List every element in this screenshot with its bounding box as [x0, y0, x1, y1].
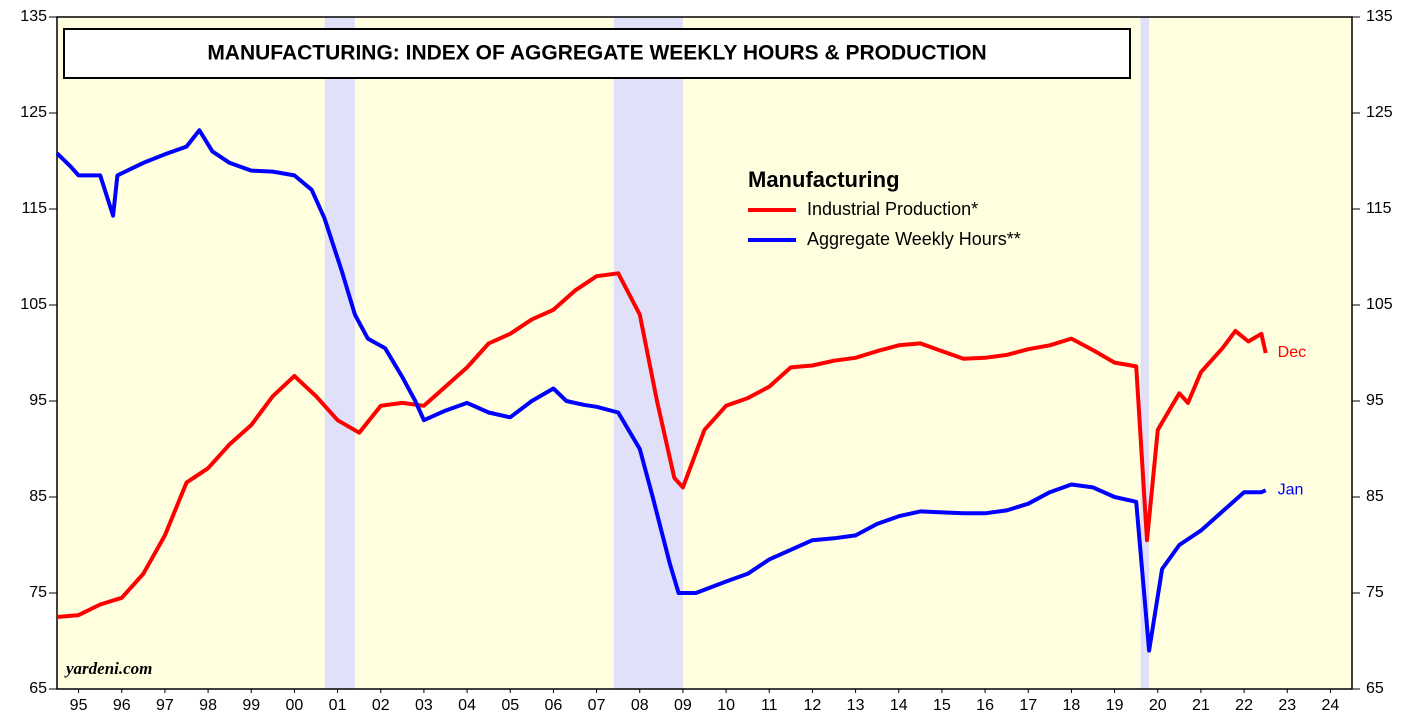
x-tick-label: 07 — [588, 697, 606, 714]
y-tick-label: 115 — [1366, 200, 1392, 217]
y-tick-label: 85 — [1366, 488, 1384, 505]
x-tick-label: 17 — [1019, 697, 1037, 714]
x-tick-label: 97 — [156, 697, 174, 714]
x-tick-label: 22 — [1235, 697, 1253, 714]
chart-title: MANUFACTURING: INDEX OF AGGREGATE WEEKLY… — [207, 42, 986, 65]
y-tick-label: 115 — [21, 200, 47, 217]
source: yardeni.com — [64, 659, 152, 678]
x-tick-label: 98 — [199, 697, 217, 714]
x-tick-label: 09 — [674, 697, 692, 714]
x-tick-label: 15 — [933, 697, 951, 714]
x-tick-label: 01 — [329, 697, 347, 714]
x-tick-label: 99 — [242, 697, 260, 714]
x-tick-label: 10 — [717, 697, 735, 714]
x-tick-label: 20 — [1149, 697, 1167, 714]
x-tick-label: 11 — [761, 697, 778, 714]
y-tick-label: 135 — [1366, 8, 1393, 25]
x-tick-label: 18 — [1063, 697, 1081, 714]
y-tick-label: 105 — [1366, 296, 1393, 313]
x-tick-label: 08 — [631, 697, 649, 714]
x-tick-label: 13 — [847, 697, 865, 714]
y-tick-label: 75 — [29, 584, 47, 601]
plot-frame — [56, 16, 1353, 690]
y-tick-label: 65 — [1366, 680, 1384, 697]
x-tick-label: 23 — [1278, 697, 1296, 714]
y-tick-label: 95 — [1366, 392, 1384, 409]
x-tick-label: 06 — [545, 697, 563, 714]
plot-area — [57, 17, 1352, 689]
end-label: Jan — [1278, 481, 1304, 498]
x-tick-label: 12 — [804, 697, 822, 714]
x-tick-label: 96 — [113, 697, 131, 714]
x-tick-label: 14 — [890, 697, 908, 714]
x-tick-label: 02 — [372, 697, 390, 714]
legend-label: Industrial Production* — [807, 199, 978, 219]
y-tick-label: 95 — [29, 392, 47, 409]
x-tick-label: 04 — [458, 697, 476, 714]
x-tick-label: 19 — [1106, 697, 1124, 714]
y-tick-label: 135 — [20, 8, 47, 25]
plot-background — [57, 17, 1352, 689]
end-label: Dec — [1278, 344, 1306, 361]
legend-title: Manufacturing — [748, 167, 900, 192]
y-tick-label: 125 — [1366, 104, 1393, 121]
recession-band — [324, 17, 355, 689]
x-tick-label: 16 — [976, 697, 994, 714]
x-tick-label: 95 — [70, 697, 88, 714]
x-tick-label: 21 — [1192, 697, 1210, 714]
title-box — [63, 28, 1131, 79]
y-tick-label: 65 — [29, 680, 47, 697]
recession-band — [1140, 17, 1150, 689]
y-tick-label: 105 — [20, 296, 47, 313]
y-tick-label: 75 — [1366, 584, 1384, 601]
y-tick-label: 125 — [20, 104, 47, 121]
x-tick-label: 05 — [501, 697, 519, 714]
x-tick-label: 03 — [415, 697, 433, 714]
x-tick-label: 00 — [286, 697, 304, 714]
series-line — [56, 271, 1268, 619]
legend-label: Aggregate Weekly Hours** — [807, 229, 1021, 249]
x-tick-label: 24 — [1322, 697, 1340, 714]
series-line — [55, 128, 1267, 653]
y-tick-label: 85 — [29, 488, 47, 505]
